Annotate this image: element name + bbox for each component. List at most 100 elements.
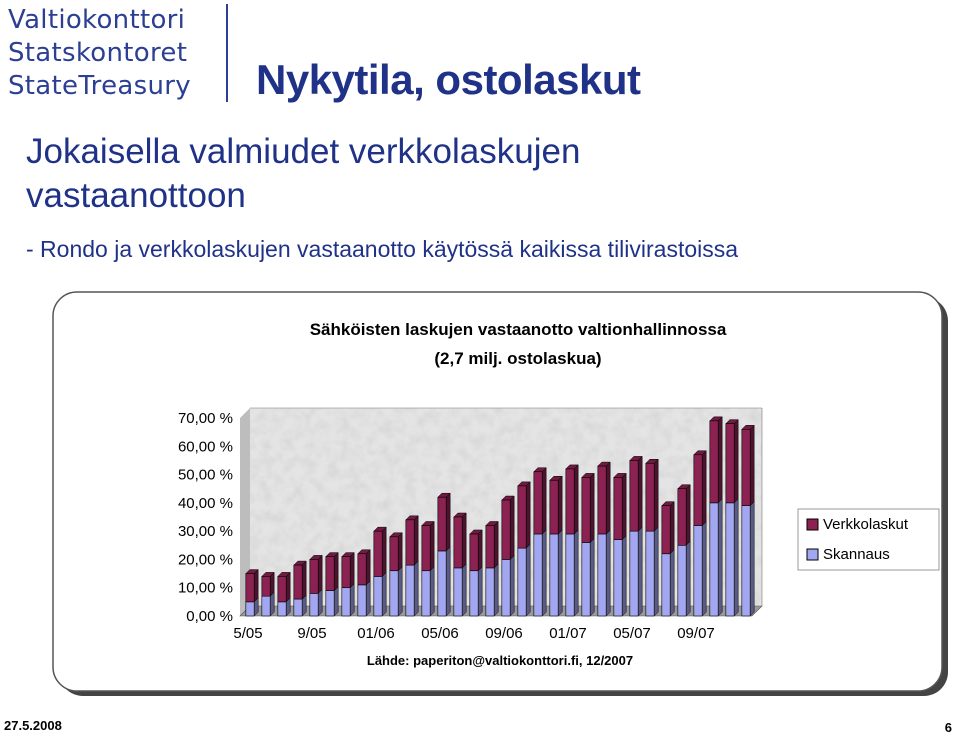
bar-skannaus: [421, 570, 431, 617]
bar-skannaus: [261, 595, 271, 617]
bar-skannaus: [517, 547, 527, 617]
bar-side: [509, 495, 515, 561]
bar-side: [717, 416, 723, 504]
bar-skannaus: [501, 559, 511, 617]
y-tick-label: 40,00 %: [178, 495, 233, 512]
bar-verkkolaskut: [405, 519, 415, 566]
y-tick-label: 60,00 %: [178, 438, 233, 455]
bar-side: [445, 546, 451, 617]
bar-side: [301, 560, 307, 600]
bar-verkkolaskut: [693, 454, 703, 526]
bar-side: [333, 551, 339, 592]
bar-skannaus: [245, 601, 255, 617]
x-tick-label: 01/06: [357, 625, 395, 642]
bar-verkkolaskut: [485, 525, 495, 569]
bar-side: [525, 543, 531, 617]
bar-side: [397, 566, 403, 617]
bar-verkkolaskut: [613, 477, 623, 540]
legend-swatch-skannaus: [806, 548, 819, 561]
bar-side: [621, 472, 627, 541]
bar-side: [333, 585, 339, 617]
bar-skannaus: [277, 601, 287, 617]
bar-side: [429, 520, 435, 572]
x-tick-label: 01/07: [549, 625, 587, 642]
bar-side: [637, 526, 643, 617]
bar-side: [461, 563, 467, 617]
bar-verkkolaskut: [293, 564, 303, 600]
chart: Sähköisten laskujen vastaanotto valtionh…: [52, 291, 948, 696]
bar-side: [557, 475, 563, 535]
bar-side: [621, 535, 627, 617]
slide-heading: Jokaisella valmiudet verkkolaskujen vast…: [26, 132, 581, 215]
bar-verkkolaskut: [245, 573, 255, 603]
bar-verkkolaskut: [261, 576, 271, 597]
legend-label-skannaus: Skannaus: [823, 546, 890, 563]
bar-side: [381, 526, 387, 578]
bar-side: [685, 540, 691, 617]
x-axis: 5/05 9/05 01/06 05/06 09/06 01/07 05/07 09/07: [233, 625, 714, 642]
x-tick-label: 9/05: [297, 625, 326, 642]
bar-skannaus: [741, 505, 751, 617]
bar-side: [541, 529, 547, 617]
y-tick-label: 50,00 %: [178, 467, 233, 484]
bar-side: [653, 526, 659, 617]
bar-side: [589, 472, 595, 544]
bar-side: [477, 529, 483, 572]
bar-side: [573, 529, 579, 617]
bar-skannaus: [597, 533, 607, 617]
bar-verkkolaskut: [389, 536, 399, 572]
bar-skannaus: [469, 570, 479, 617]
bar-skannaus: [677, 544, 687, 617]
bars: [245, 416, 755, 617]
bar-skannaus: [325, 590, 335, 617]
bar-verkkolaskut: [677, 488, 687, 546]
bar-side: [493, 563, 499, 617]
bar-side: [653, 458, 659, 532]
logo-line-finnish: Valtiokonttori: [8, 5, 186, 35]
x-tick-label: 09/07: [677, 625, 715, 642]
bar-skannaus: [453, 567, 463, 617]
legend-box: [797, 508, 940, 571]
bar-side: [669, 501, 675, 555]
bar-skannaus: [405, 564, 415, 617]
bar-verkkolaskut: [645, 462, 655, 532]
bar-side: [477, 566, 483, 617]
bar-skannaus: [565, 533, 575, 617]
bar-side: [749, 501, 755, 617]
y-tick-label: 70,00 %: [178, 410, 233, 427]
bar-side: [749, 424, 755, 507]
bar-verkkolaskut: [661, 505, 671, 555]
bar-skannaus: [725, 502, 735, 617]
bar-skannaus: [309, 593, 319, 617]
x-tick-label: 05/06: [421, 625, 459, 642]
bar-verkkolaskut: [325, 556, 335, 591]
bar-verkkolaskut: [453, 516, 463, 569]
legend: Verkkolaskut Skannaus: [797, 508, 940, 571]
bar-side: [701, 520, 707, 617]
bar-skannaus: [629, 530, 639, 617]
bar-side: [365, 580, 371, 617]
bar-verkkolaskut: [277, 576, 287, 603]
bar-verkkolaskut: [469, 533, 479, 572]
bullet-point: - Rondo ja verkkolaskujen vastaanotto kä…: [26, 236, 739, 262]
bar-skannaus: [485, 567, 495, 617]
bar-verkkolaskut: [437, 496, 447, 552]
bar-side: [605, 461, 611, 535]
x-tick-label: 05/07: [613, 625, 651, 642]
bar-skannaus: [357, 584, 367, 617]
bar-side: [605, 529, 611, 617]
chart-title-line2: (2,7 milj. ostolaskua): [434, 349, 601, 368]
bar-side: [637, 455, 643, 532]
chart-title-line1: Sähköisten laskujen vastaanotto valtionh…: [310, 320, 727, 339]
chart-source: Lähde: paperiton@valtiokonttori.fi, 12/2…: [367, 653, 633, 668]
bar-skannaus: [661, 553, 671, 617]
logo-divider: [226, 4, 228, 102]
logo-line-swedish: Statskontoret: [8, 38, 188, 68]
plot-left-wall: [240, 408, 250, 616]
y-tick-label: 20,00 %: [178, 551, 233, 568]
bar-verkkolaskut: [341, 556, 351, 589]
bar-verkkolaskut: [565, 468, 575, 535]
bar-verkkolaskut: [309, 559, 319, 594]
bar-side: [541, 467, 547, 535]
bar-side: [381, 571, 387, 617]
